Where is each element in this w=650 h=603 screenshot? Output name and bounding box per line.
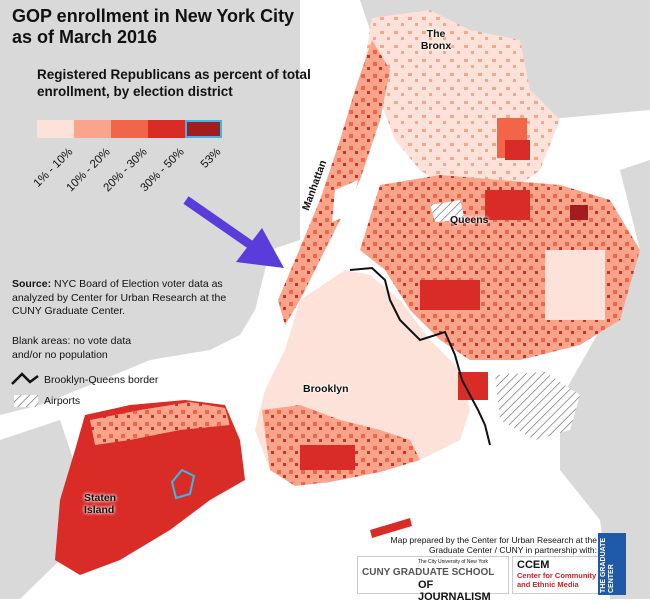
subtitle: Registered Republicans as percent of tot…	[37, 67, 311, 99]
source-label: Source:	[12, 278, 52, 290]
graduate-center-logo: THE GRADUATE CENTER	[598, 533, 626, 595]
gc-line2: GRADUATE	[600, 537, 607, 578]
ccem-line1: Center for Community	[517, 571, 597, 580]
staten-island-north	[90, 402, 230, 445]
queens-dark-1	[485, 190, 530, 220]
bronx-red-patch-2	[505, 140, 530, 160]
legend-label: 53%	[198, 146, 224, 171]
cuny-line1: CUNY GRADUATE SCHOOL	[362, 567, 495, 578]
laguardia-airport	[430, 200, 465, 222]
legend-swatch	[185, 120, 222, 138]
gc-line3: CENTER	[608, 564, 615, 593]
ccem-abbr: CCEM	[517, 559, 550, 571]
brooklyn-dark-2	[458, 372, 488, 400]
cuny-journalism-logo: The City University of New York CUNY GRA…	[357, 556, 509, 603]
credit-note: Map prepared by the Center for Urban Res…	[390, 535, 597, 555]
hatch-icon	[14, 395, 38, 407]
legend-swatch	[37, 120, 74, 138]
queens-dark-3	[570, 205, 588, 220]
rockaway-strip	[370, 518, 412, 538]
nassau-land	[560, 160, 650, 599]
arrow-icon	[183, 196, 284, 268]
legend-swatch	[148, 120, 185, 138]
cuny-line2: OF JOURNALISM	[418, 579, 491, 603]
manhattan-area	[278, 40, 390, 325]
label-bronx: The Bronx	[420, 28, 452, 52]
staten-island-highlight	[170, 468, 196, 500]
legend-swatch	[74, 120, 111, 138]
border-legend-label: Brooklyn-Queens border	[44, 374, 159, 386]
label-brooklyn: Brooklyn	[303, 383, 349, 395]
jfk-airport	[495, 372, 580, 440]
label-staten-island: Staten Island	[84, 492, 117, 516]
airports-legend-label: Airports	[44, 395, 81, 407]
gc-line1: THE	[600, 579, 607, 593]
queens-dark-2	[420, 280, 480, 310]
new-jersey-land	[0, 0, 300, 415]
ccem-line2: and Ethnic Media	[517, 580, 579, 589]
color-legend: 1% - 10% 10% - 20% 20% - 30% 30% - 50% 53%	[32, 120, 224, 200]
brooklyn-dark-1	[300, 445, 355, 470]
zigzag-line-icon	[11, 372, 39, 385]
cuny-small-text: The City University of New York	[418, 559, 489, 565]
label-queens: Queens	[450, 214, 489, 226]
manhattan-blank	[332, 180, 358, 222]
blank-note: Blank areas: no vote data and/or no popu…	[12, 335, 132, 361]
source-note: Source: NYC Board of Election voter data…	[12, 278, 252, 319]
source-text: NYC Board of Election voter data as anal…	[12, 278, 227, 317]
ccem-logo: CCEM Center for Community and Ethnic Med…	[512, 556, 600, 594]
legend-swatch	[111, 120, 148, 138]
page-title: GOP enrollment in New York City as of Ma…	[12, 6, 295, 47]
queens-light	[545, 250, 605, 320]
brooklyn-queens-border	[349, 266, 491, 446]
